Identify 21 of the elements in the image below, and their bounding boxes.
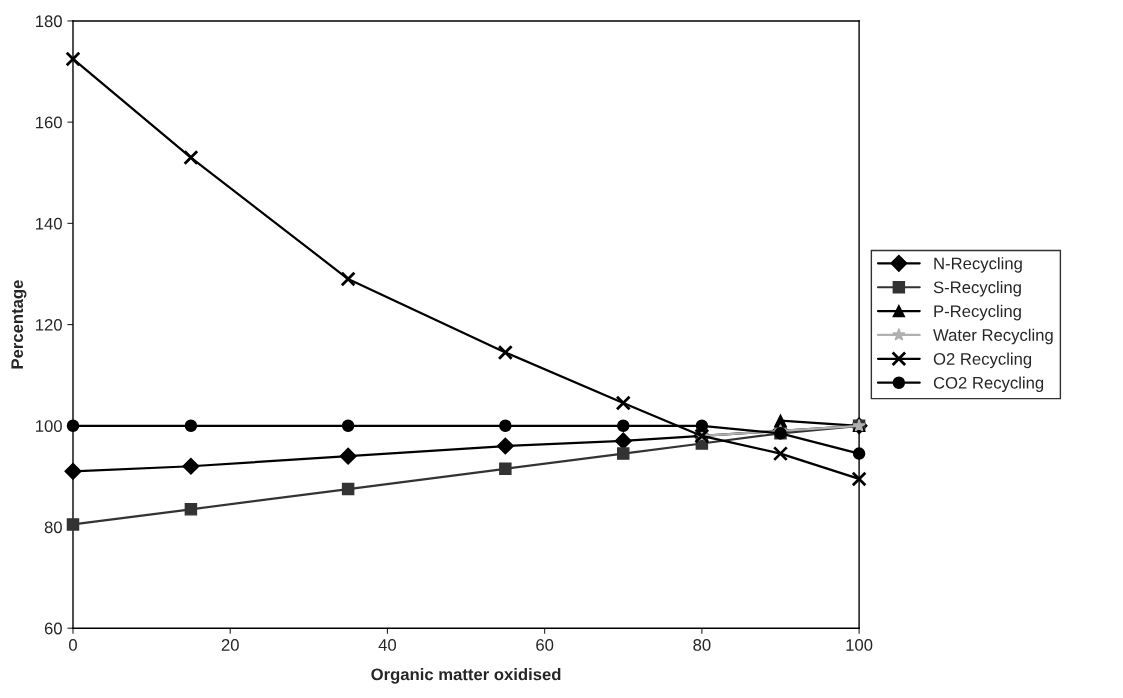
legend-label: O2 Recycling <box>933 352 1032 369</box>
legend-label: N-Recycling <box>934 257 1022 273</box>
legend-label: P-Recycling <box>934 304 1021 321</box>
x-tick-label: 40 <box>378 639 397 651</box>
legend-label: S-Recycling <box>933 281 1021 297</box>
y-tick-label: 160 <box>36 116 62 129</box>
legend-label: CO2 Recycling <box>933 376 1044 393</box>
x-tick-label: 60 <box>536 639 554 651</box>
legend-label: Water Recycling <box>933 328 1053 345</box>
y-tick-label: 140 <box>36 217 62 230</box>
x-tick-label: 20 <box>221 639 239 651</box>
y-tick-label: 120 <box>36 318 62 331</box>
x-axis-title: Organic matter oxidised <box>371 668 561 684</box>
y-tick-label: 60 <box>44 622 62 635</box>
y-tick-label: 180 <box>36 15 62 28</box>
y-axis-title: Percentage <box>11 280 27 369</box>
x-tick-label: 80 <box>693 639 711 651</box>
y-tick-label: 80 <box>44 521 62 534</box>
y-tick-label: 100 <box>36 420 62 432</box>
x-tick-label: 0 <box>69 639 77 651</box>
x-tick-label: 100 <box>846 639 873 651</box>
